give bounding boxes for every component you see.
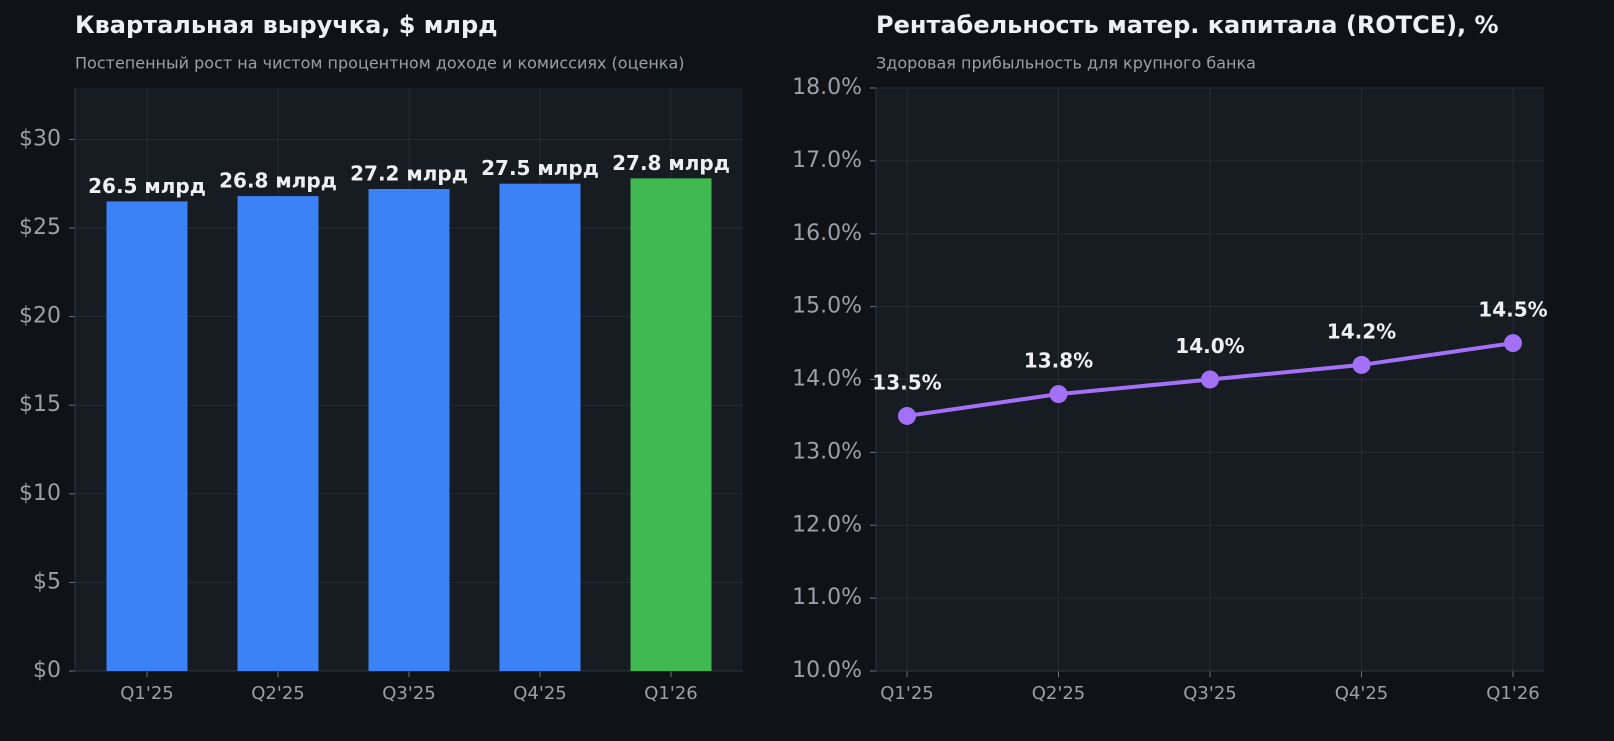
y-tick-label: $20 xyxy=(19,304,61,329)
y-tick-label: $10 xyxy=(19,481,61,506)
point xyxy=(1049,385,1068,404)
y-tick-label: 18.0% xyxy=(792,75,862,100)
y-tick-label: $25 xyxy=(19,215,61,240)
data-label: 13.8% xyxy=(1024,349,1093,373)
point xyxy=(1504,334,1522,353)
bar xyxy=(499,183,581,671)
data-label: 27.5 млрд xyxy=(481,156,599,180)
x-tick-label: Q1'26 xyxy=(1486,683,1539,704)
x-tick-label: Q3'25 xyxy=(382,683,435,704)
x-tick-label: Q1'26 xyxy=(644,683,697,704)
chart-subtitle: Здоровая прибыльность для крупного банка xyxy=(876,54,1256,73)
data-label: 14.5% xyxy=(1478,298,1547,322)
y-tick-label: $15 xyxy=(19,392,61,417)
bar xyxy=(630,178,712,672)
data-label: 14.0% xyxy=(1175,334,1244,358)
chart-subtitle: Постепенный рост на чистом процентном до… xyxy=(75,54,684,73)
y-tick-label: $5 xyxy=(33,569,61,594)
data-label: 27.2 млрд xyxy=(350,162,468,186)
bar xyxy=(106,201,188,671)
data-label: 13.5% xyxy=(872,370,941,394)
x-tick-label: Q2'25 xyxy=(1032,683,1085,704)
y-tick-label: $0 xyxy=(33,658,61,683)
point xyxy=(1352,355,1371,374)
chart-title: Квартальная выручка, $ млрд xyxy=(75,11,498,39)
chart-title: Рентабельность матер. капитала (ROTCE), … xyxy=(876,11,1499,39)
point xyxy=(898,406,916,425)
y-tick-label: 14.0% xyxy=(792,367,862,392)
data-label: 14.2% xyxy=(1327,319,1396,343)
point xyxy=(1201,370,1219,389)
data-label: 26.8 млрд xyxy=(219,169,337,193)
y-tick-label: 10.0% xyxy=(792,658,862,683)
y-tick-label: 16.0% xyxy=(792,221,862,246)
data-label: 26.5 млрд xyxy=(88,174,206,198)
x-tick-label: Q4'25 xyxy=(513,683,566,704)
y-tick-label: $30 xyxy=(19,126,61,151)
y-tick-label: 17.0% xyxy=(792,148,862,173)
x-tick-label: Q4'25 xyxy=(1335,683,1388,704)
x-tick-label: Q1'25 xyxy=(880,683,933,704)
x-tick-label: Q3'25 xyxy=(1183,683,1236,704)
bar xyxy=(237,196,319,671)
y-tick-label: 12.0% xyxy=(792,512,862,537)
y-tick-label: 13.0% xyxy=(792,439,862,464)
bar xyxy=(368,189,450,671)
x-tick-label: Q1'25 xyxy=(120,683,173,704)
data-label: 27.8 млрд xyxy=(612,151,730,175)
y-tick-label: 11.0% xyxy=(792,585,862,610)
x-tick-label: Q2'25 xyxy=(251,683,304,704)
y-tick-label: 15.0% xyxy=(792,294,862,319)
